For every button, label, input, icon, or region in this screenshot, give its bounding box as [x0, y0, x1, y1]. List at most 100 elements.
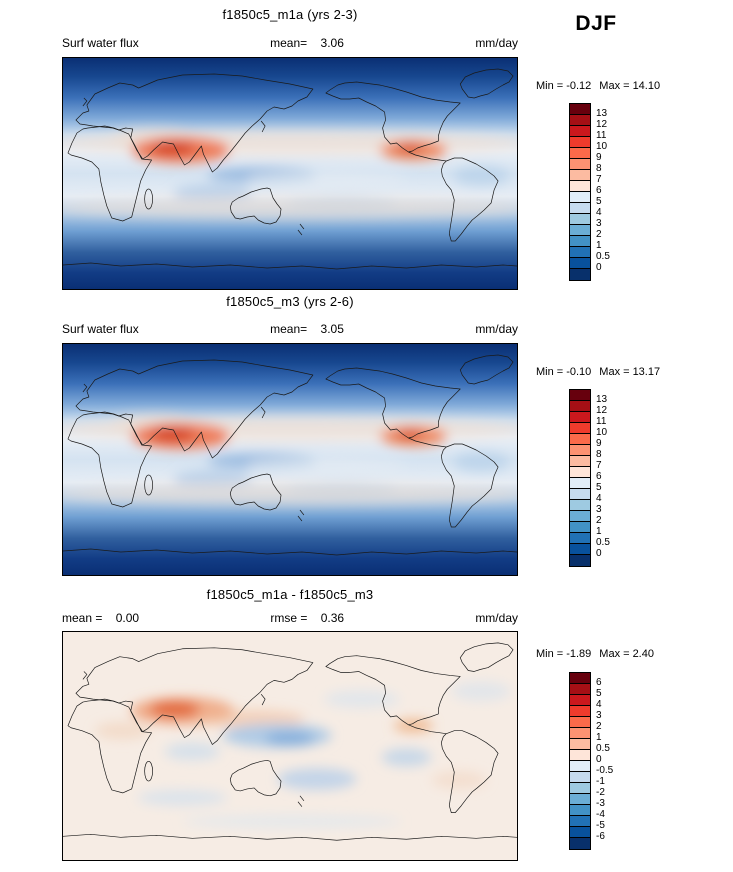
- max-value: 2.40: [632, 648, 654, 660]
- colorbar-box: [570, 203, 590, 214]
- colorbar-box: [570, 761, 590, 772]
- colorbar-tick-label: 9: [596, 438, 602, 449]
- panel-1-title: f1850c5_m1a (yrs 2-3): [222, 7, 358, 22]
- min-label: Min =: [536, 366, 564, 378]
- colorbar-tick-label: 7: [596, 460, 602, 471]
- colorbar-tick-label: 2: [596, 515, 602, 526]
- panel-1-stats-row: Surf water flux mean= 3.06 mm/day: [62, 36, 518, 50]
- colorbar-tick-label: -5: [596, 820, 605, 831]
- colorbar-frame: [569, 389, 591, 567]
- colorbar-box: [570, 104, 590, 115]
- colorbar-tick-label: 4: [596, 699, 602, 710]
- colorbar-tick-label: 11: [596, 416, 607, 427]
- panel-3-colorbar: 6 5 4 3 2 1 0.5 0 -0.5 -1 -2 -3 -4 -5 -6: [569, 672, 633, 852]
- panel-1-colorbar: 13 12 11 10 9 8 7 6 5 4 3 2 1 0.5 0: [569, 103, 633, 283]
- panel-1-mean: mean= 3.06: [270, 36, 344, 50]
- colorbar-box: [570, 794, 590, 805]
- panel-2-minmax: Min = -0.10 Max = 13.17: [536, 366, 660, 378]
- colorbar-box: [570, 805, 590, 816]
- rmse-value: 0.36: [320, 611, 345, 625]
- colorbar-tick-label: -0.5: [596, 765, 614, 776]
- colorbar-tick-label: -6: [596, 831, 605, 842]
- max-label: Max =: [599, 366, 630, 378]
- colorbar-tick-label: 0: [596, 548, 602, 559]
- colorbar-tick-label: 7: [596, 174, 602, 185]
- colorbar-frame: [569, 103, 591, 281]
- mean-label: mean=: [270, 36, 308, 50]
- mean-label: mean =: [62, 611, 103, 625]
- min-value: -1.89: [566, 648, 592, 660]
- colorbar-tick-label: 13: [596, 108, 608, 119]
- colorbar-box: [570, 401, 590, 412]
- panel-3-minmax: Min = -1.89 Max = 2.40: [536, 648, 654, 660]
- colorbar-box: [570, 739, 590, 750]
- colorbar-box: [570, 717, 590, 728]
- colorbar-box: [570, 181, 590, 192]
- colorbar-tick-label: 5: [596, 196, 602, 207]
- colorbar-tick-label: 1: [596, 732, 602, 743]
- mean-value: 0.00: [115, 611, 140, 625]
- world-map-svg: [63, 632, 517, 860]
- colorbar-box: [570, 445, 590, 456]
- season-label: DJF: [575, 12, 617, 35]
- colorbar-box: [570, 838, 590, 849]
- panel-2-mean: mean= 3.05: [270, 322, 344, 336]
- colorbar-box: [570, 467, 590, 478]
- mean-value: 3.06: [320, 36, 344, 50]
- mean-label: mean=: [270, 322, 308, 336]
- colorbar-tick-label: 0: [596, 262, 602, 273]
- colorbar-tick-label: 12: [596, 405, 608, 416]
- colorbar-tick-label: 2: [596, 721, 602, 732]
- colorbar-box: [570, 555, 590, 566]
- panel-2-variable-label: Surf water flux: [62, 322, 139, 336]
- panel-3-title: f1850c5_m1a - f1850c5_m3: [206, 587, 374, 602]
- colorbar-box: [570, 247, 590, 258]
- min-value: -0.10: [566, 366, 592, 378]
- colorbar-box: [570, 500, 590, 511]
- panel-2-stats-row: Surf water flux mean= 3.05 mm/day: [62, 322, 518, 336]
- colorbar-box: [570, 192, 590, 203]
- colorbar-tick-label: 4: [596, 493, 602, 504]
- colorbar-tick-label: 1: [596, 526, 602, 537]
- colorbar-box: [570, 390, 590, 401]
- panel-1-map: [62, 57, 518, 290]
- colorbar-box: [570, 434, 590, 445]
- colorbar-box: [570, 225, 590, 236]
- colorbar-box: [570, 478, 590, 489]
- colorbar-box: [570, 827, 590, 838]
- colorbar-box: [570, 412, 590, 423]
- colorbar-box: [570, 728, 590, 739]
- colorbar-box: [570, 423, 590, 434]
- panel-2-units-label: mm/day: [475, 322, 518, 336]
- colorbar-tick-label: -2: [596, 787, 605, 798]
- colorbar-box: [570, 236, 590, 247]
- colorbar-tick-label: 10: [596, 141, 608, 152]
- colorbar-tick-label: -1: [596, 776, 605, 787]
- colorbar-tick-label: 12: [596, 119, 608, 130]
- colorbar-box: [570, 214, 590, 225]
- colorbar-box: [570, 522, 590, 533]
- colorbar-tick-label: 4: [596, 207, 602, 218]
- colorbar-tick-label: 5: [596, 688, 602, 699]
- colorbar-box: [570, 750, 590, 761]
- max-label: Max =: [599, 80, 630, 92]
- panel-2-colorbar: 13 12 11 10 9 8 7 6 5 4 3 2 1 0.5 0: [569, 389, 633, 569]
- colorbar-box: [570, 816, 590, 827]
- colorbar-box: [570, 783, 590, 794]
- colorbar-box: [570, 673, 590, 684]
- colorbar-box: [570, 269, 590, 280]
- colorbar-tick-label: 5: [596, 482, 602, 493]
- panel-3-rmse: rmse = 0.36: [270, 611, 344, 625]
- colorbar-tick-label: 0: [596, 754, 602, 765]
- colorbar-tick-label: 11: [596, 130, 607, 141]
- world-map-svg: [63, 58, 517, 289]
- colorbar-tick-label: 9: [596, 152, 602, 163]
- colorbar-tick-label: 10: [596, 427, 608, 438]
- min-label: Min =: [536, 648, 564, 660]
- colorbar-box: [570, 544, 590, 555]
- colorbar-box: [570, 489, 590, 500]
- colorbar-tick-label: -3: [596, 798, 605, 809]
- colorbar-box: [570, 772, 590, 783]
- colorbar-box: [570, 511, 590, 522]
